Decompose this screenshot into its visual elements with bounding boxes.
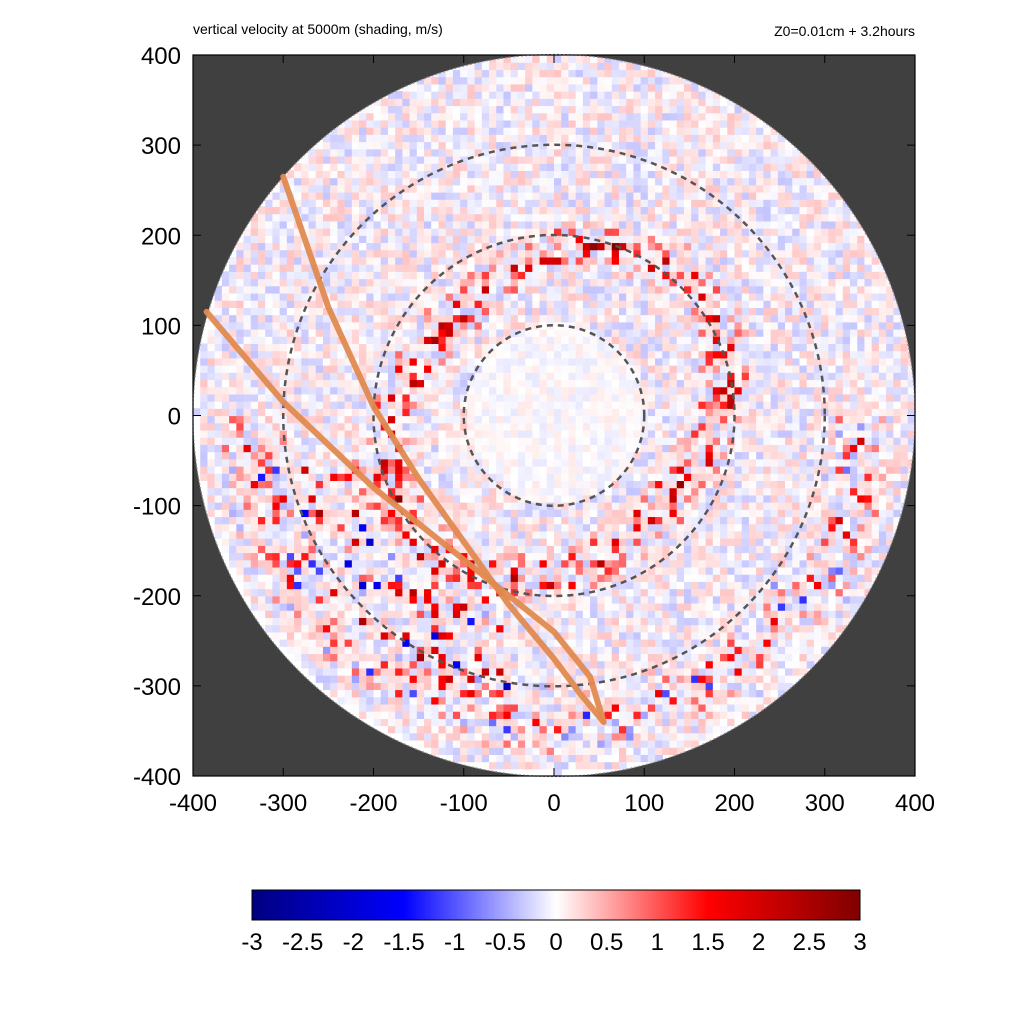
colorbar-tick-label: 3 (853, 929, 866, 956)
colorbar-tick-label: 2 (752, 929, 765, 956)
track-lines (203, 173, 607, 725)
colorbar-gradient (251, 889, 861, 921)
colorbar-tick-label: -0.5 (485, 929, 526, 956)
reference-circle (462, 324, 646, 507)
colorbar-tick-label: -2.5 (282, 929, 323, 956)
velocity-field (193, 55, 915, 777)
colorbar-tick-label: -1 (444, 929, 465, 956)
colorbar-labels: -3 -2.5 -2 -1.5 -1 -0.5 0 0.5 1 1.5 2 2.5 3 (241, 929, 866, 956)
colorbar-tick-label: -2 (343, 929, 364, 956)
chart-title: vertical velocity at 5000m (shading, m/s… (193, 21, 443, 37)
colorbar-tick-label: -3 (241, 929, 262, 956)
track-line (280, 173, 607, 725)
x-tick-label: 200 (714, 790, 754, 817)
reference-circle (282, 143, 826, 688)
axis-ticks (192, 54, 916, 777)
colorbar-tick-label: 0.5 (590, 929, 623, 956)
reference-circles (282, 143, 826, 688)
x-tick-label: -100 (440, 790, 488, 817)
colorbar-tick-label: 2.5 (793, 929, 826, 956)
y-tick-label: -100 (133, 494, 181, 521)
y-tick-label: 100 (141, 313, 181, 340)
x-tick-label: 300 (805, 790, 845, 817)
x-tick-label: 0 (547, 790, 560, 817)
x-tick-label: 400 (895, 790, 935, 817)
x-axis: -400 -300 -200 -100 0 100 200 300 400 (169, 790, 935, 817)
plot-area (192, 53, 916, 778)
colorbar-tick-label: -1.5 (383, 929, 424, 956)
y-tick-label: 400 (141, 43, 181, 70)
x-tick-label: 100 (624, 790, 664, 817)
track-line (203, 308, 607, 725)
x-tick-label: -200 (349, 790, 397, 817)
y-tick-label: -400 (133, 764, 181, 791)
chart-subtitle: Z0=0.01cm + 3.2hours (774, 23, 915, 39)
colorbar-tick-label: 1.5 (691, 929, 724, 956)
colorbar-tick-label: 0 (549, 929, 562, 956)
y-axis: 400 300 200 100 0 -100 -200 -300 -400 (133, 43, 181, 791)
colorbar: -3 -2.5 -2 -1.5 -1 -0.5 0 0.5 1 1.5 2 2.5 3 (241, 889, 867, 956)
x-tick-label: -400 (169, 790, 217, 817)
y-tick-label: 200 (141, 223, 181, 250)
y-tick-label: 300 (141, 133, 181, 160)
reference-circle (372, 233, 736, 598)
y-tick-label: -300 (133, 674, 181, 701)
x-tick-label: -300 (259, 790, 307, 817)
colorbar-tick-label: 1 (651, 929, 664, 956)
y-tick-label: -200 (133, 584, 181, 611)
y-tick-label: 0 (168, 404, 181, 431)
